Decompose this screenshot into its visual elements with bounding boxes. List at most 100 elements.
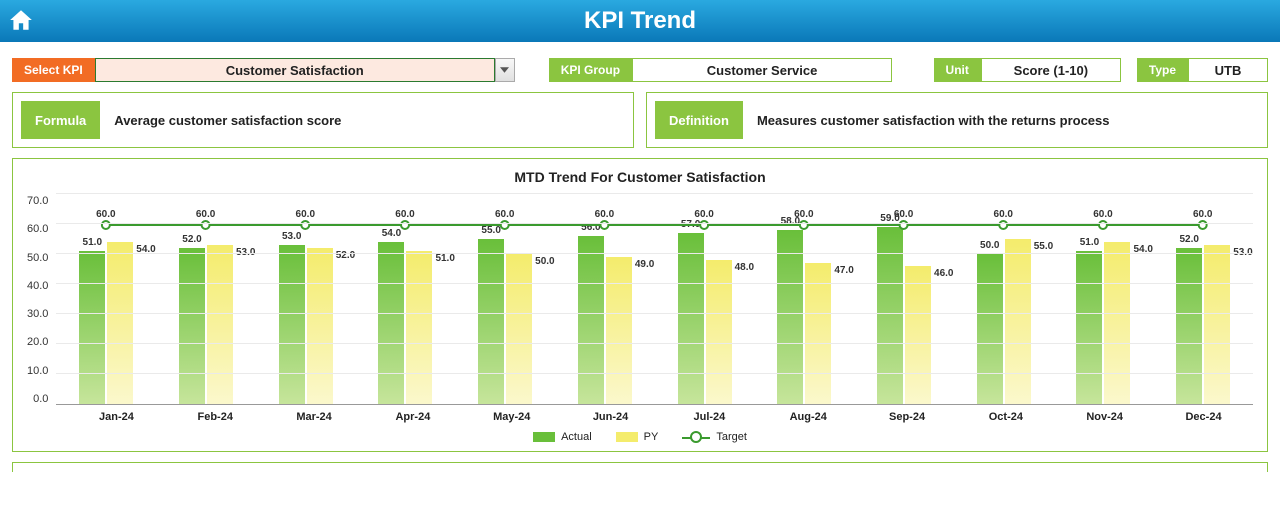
legend-target: Target: [682, 431, 747, 443]
type-label: Type: [1137, 58, 1188, 82]
filter-bar: Select KPI Customer Satisfaction KPI Gro…: [0, 42, 1280, 92]
bar-py: 46.0: [905, 266, 931, 404]
bar-actual-label: 50.0: [980, 240, 999, 251]
x-axis-label: Jul-24: [660, 411, 759, 423]
select-kpi-label: Select KPI: [12, 58, 95, 82]
definition-box: Definition Measures customer satisfactio…: [646, 92, 1268, 148]
formula-box: Formula Average customer satisfaction sc…: [12, 92, 634, 148]
bar-py: 53.0: [1204, 245, 1230, 404]
y-tick-label: 40.0: [27, 280, 48, 292]
formula-label: Formula: [21, 101, 100, 139]
bar-actual: 52.0: [1176, 248, 1202, 404]
bar-py: 54.0: [107, 242, 133, 404]
bar-actual: 53.0: [279, 245, 305, 404]
x-axis-label: Sep-24: [858, 411, 957, 423]
bar-py-label: 49.0: [635, 259, 654, 270]
chevron-down-icon: [500, 67, 509, 73]
gridline: [56, 313, 1253, 314]
select-kpi-filter: Select KPI Customer Satisfaction: [12, 58, 495, 82]
chart-legend: Actual PY Target: [27, 431, 1253, 443]
chart-title: MTD Trend For Customer Satisfaction: [27, 169, 1253, 185]
unit-label: Unit: [934, 58, 981, 82]
bar-actual-label: 53.0: [282, 231, 301, 242]
bar-actual-label: 51.0: [1080, 237, 1099, 248]
legend-actual: Actual: [533, 431, 592, 443]
y-tick-label: 50.0: [27, 252, 48, 264]
bar-actual: 50.0: [977, 254, 1003, 404]
formula-text: Average customer satisfaction score: [108, 93, 347, 147]
gridline: [56, 193, 1253, 194]
x-axis-label: Aug-24: [759, 411, 858, 423]
x-axis-label: Jun-24: [561, 411, 660, 423]
gridline: [56, 343, 1253, 344]
bar-py: 53.0: [207, 245, 233, 404]
definition-text: Measures customer satisfaction with the …: [751, 93, 1116, 147]
bar-py: 55.0: [1005, 239, 1031, 404]
bar-actual: 55.0: [478, 239, 504, 404]
x-axis-label: Jan-24: [67, 411, 166, 423]
bar-actual-label: 51.0: [83, 237, 102, 248]
x-axis-label: Dec-24: [1154, 411, 1253, 423]
x-axis-label: Feb-24: [166, 411, 265, 423]
bar-py: 50.0: [506, 254, 532, 404]
x-axis-label: May-24: [462, 411, 561, 423]
chart-plot: 51.054.052.053.053.052.054.051.055.050.0…: [56, 195, 1253, 405]
bar-actual: 51.0: [1076, 251, 1102, 404]
legend-py: PY: [616, 431, 659, 443]
unit-filter: Unit Score (1-10): [934, 58, 1121, 82]
bar-py-label: 46.0: [934, 268, 953, 279]
y-tick-label: 0.0: [33, 393, 48, 405]
bar-actual-label: 52.0: [1179, 234, 1198, 245]
kpi-group-filter: KPI Group Customer Service: [549, 58, 892, 82]
x-axis-label: Oct-24: [956, 411, 1055, 423]
legend-actual-swatch: [533, 432, 555, 442]
bar-py-label: 51.0: [435, 253, 454, 264]
bar-py-label: 47.0: [834, 265, 853, 276]
unit-value: Score (1-10): [981, 58, 1121, 82]
bar-actual: 56.0: [578, 236, 604, 404]
bar-py: 51.0: [406, 251, 432, 404]
next-card-stub: [12, 462, 1268, 472]
y-tick-label: 70.0: [27, 195, 48, 207]
bar-actual: 52.0: [179, 248, 205, 404]
info-row: Formula Average customer satisfaction sc…: [0, 92, 1280, 158]
bar-actual-label: 54.0: [382, 228, 401, 239]
y-tick-label: 10.0: [27, 365, 48, 377]
home-icon[interactable]: [8, 7, 34, 36]
page-title: KPI Trend: [584, 7, 696, 35]
bar-actual-label: 55.0: [481, 225, 500, 236]
bar-py: 49.0: [606, 257, 632, 404]
legend-actual-label: Actual: [561, 431, 592, 443]
legend-py-swatch: [616, 432, 638, 442]
bar-actual: 58.0: [777, 230, 803, 404]
select-kpi-dropdown-button[interactable]: [495, 58, 515, 82]
bar-actual: 57.0: [678, 233, 704, 404]
bar-actual-label: 58.0: [781, 216, 800, 227]
type-value: UTB: [1188, 58, 1268, 82]
y-tick-label: 30.0: [27, 308, 48, 320]
bar-py-label: 55.0: [1034, 241, 1053, 252]
chart-card: MTD Trend For Customer Satisfaction 70.0…: [12, 158, 1268, 452]
x-axis-label: Mar-24: [265, 411, 364, 423]
bar-py: 52.0: [307, 248, 333, 404]
bar-py-label: 52.0: [336, 250, 355, 261]
y-tick-label: 60.0: [27, 223, 48, 235]
type-filter: Type UTB: [1137, 58, 1268, 82]
legend-target-swatch: [682, 431, 710, 443]
bar-py: 48.0: [706, 260, 732, 404]
kpi-group-label: KPI Group: [549, 58, 632, 82]
x-axis-label: Nov-24: [1055, 411, 1154, 423]
gridline: [56, 283, 1253, 284]
select-kpi-value[interactable]: Customer Satisfaction: [95, 58, 495, 82]
bar-py: 47.0: [805, 263, 831, 404]
bar-actual-label: 52.0: [182, 234, 201, 245]
bar-py-label: 48.0: [735, 262, 754, 273]
gridline: [56, 253, 1253, 254]
chart-area: 70.060.050.040.030.020.010.00.0 51.054.0…: [27, 195, 1253, 405]
gridline: [56, 223, 1253, 224]
bar-actual-label: 57.0: [681, 219, 700, 230]
definition-label: Definition: [655, 101, 743, 139]
bar-actual: 51.0: [79, 251, 105, 404]
y-axis: 70.060.050.040.030.020.010.00.0: [27, 195, 56, 405]
bar-actual: 54.0: [378, 242, 404, 404]
